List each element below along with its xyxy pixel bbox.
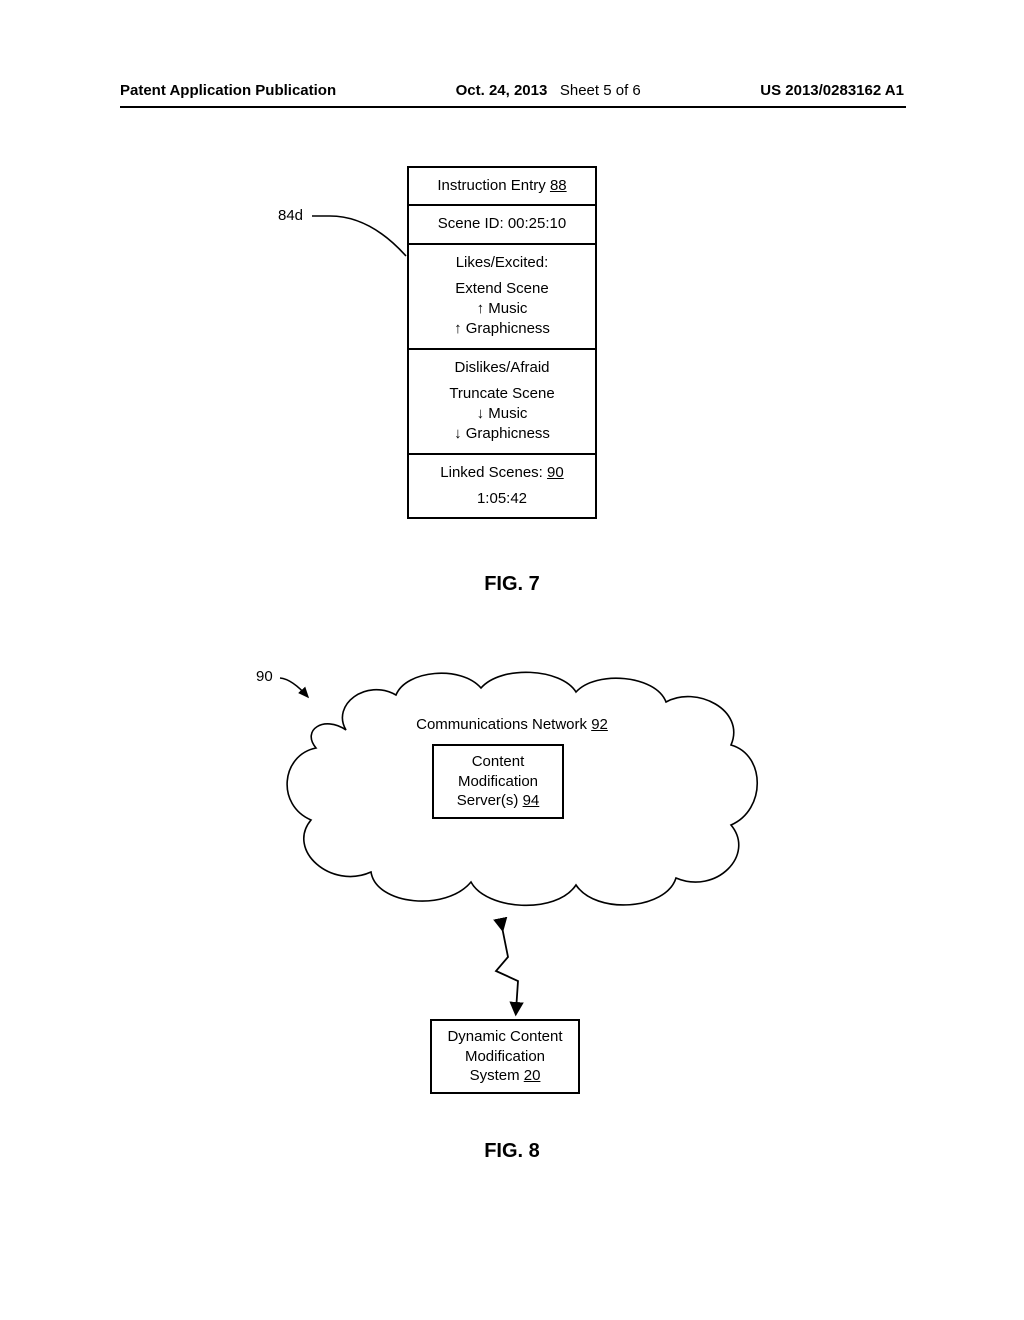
network-ref: 92: [591, 716, 608, 733]
instruction-entry-table: Instruction Entry 88 Scene ID: 00:25:10 …: [407, 166, 597, 519]
dcms-line2: Modification: [465, 1048, 545, 1065]
content-mod-server-box: Content Modification Server(s) 94: [432, 744, 564, 819]
likes-action-2: ↑ Music: [415, 299, 589, 319]
header-rule: [120, 106, 906, 108]
linked-scenes-cell: Linked Scenes: 90 1:05:42: [409, 455, 595, 518]
dislikes-actions: Truncate Scene ↓ Music ↓ Graphicness: [415, 384, 589, 445]
header-docnum: US 2013/0283162 A1: [760, 82, 904, 99]
ref-label-90: 90: [256, 668, 273, 685]
page: Patent Application Publication Oct. 24, …: [0, 0, 1024, 1320]
entry-ref: 88: [550, 177, 567, 194]
likes-actions: Extend Scene ↑ Music ↑ Graphicness: [415, 279, 589, 340]
header-publication: Patent Application Publication: [120, 82, 336, 99]
header-date: Oct. 24, 2013: [456, 82, 548, 99]
network-label: Communications Network 92: [0, 716, 1024, 733]
dislikes-cell: Dislikes/Afraid Truncate Scene ↓ Music ↓…: [409, 350, 595, 455]
likes-action-3: ↑ Graphicness: [415, 319, 589, 339]
server-ref: 94: [523, 792, 540, 809]
fig8-caption: FIG. 8: [0, 1140, 1024, 1163]
scene-id-cell: Scene ID: 00:25:10: [409, 206, 595, 244]
dislikes-header: Dislikes/Afraid: [454, 359, 549, 376]
fig7-caption: FIG. 7: [0, 573, 1024, 596]
dcms-line1: Dynamic Content: [447, 1028, 562, 1045]
header-sheet: Sheet 5 of 6: [560, 82, 641, 99]
leader-line-84d: [310, 204, 410, 258]
linked-time: 1:05:42: [477, 490, 527, 507]
linked-ref: 90: [547, 464, 564, 481]
linked-time-block: 1:05:42: [415, 489, 589, 509]
entry-title: Instruction Entry: [437, 177, 545, 194]
page-header: Patent Application Publication Oct. 24, …: [0, 82, 1024, 99]
server-line1: Content: [472, 753, 525, 770]
dislikes-action-2: ↓ Music: [415, 404, 589, 424]
scene-id-label: Scene ID:: [438, 215, 504, 232]
header-date-sheet: Oct. 24, 2013 Sheet 5 of 6: [456, 82, 641, 99]
server-line3: Server(s): [457, 792, 519, 809]
network-label-text: Communications Network: [416, 716, 587, 733]
instruction-entry-header: Instruction Entry 88: [409, 168, 595, 206]
dcms-line3: System: [470, 1067, 520, 1084]
dislikes-action-1: Truncate Scene: [415, 384, 589, 404]
dislikes-action-3: ↓ Graphicness: [415, 424, 589, 444]
bidirectional-arrow: [468, 919, 548, 1019]
dynamic-content-mod-system-box: Dynamic Content Modification System 20: [430, 1019, 580, 1094]
server-line2: Modification: [458, 773, 538, 790]
likes-header: Likes/Excited:: [456, 254, 549, 271]
ref-label-84d: 84d: [278, 207, 303, 224]
likes-action-1: Extend Scene: [415, 279, 589, 299]
scene-id-value: 00:25:10: [508, 215, 566, 232]
likes-cell: Likes/Excited: Extend Scene ↑ Music ↑ Gr…: [409, 245, 595, 350]
dcms-ref: 20: [524, 1067, 541, 1084]
linked-label: Linked Scenes:: [440, 464, 543, 481]
